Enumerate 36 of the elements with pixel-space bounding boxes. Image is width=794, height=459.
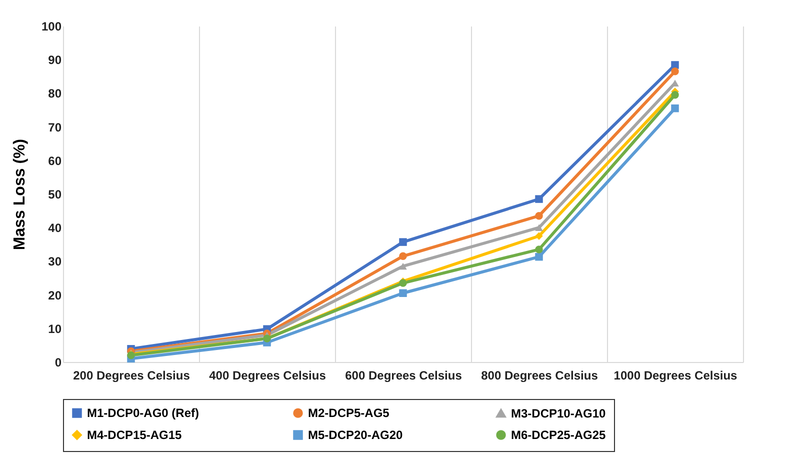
point bbox=[399, 289, 407, 297]
point bbox=[671, 67, 679, 76]
point bbox=[399, 238, 407, 246]
y-tick-label: 60 bbox=[48, 154, 62, 168]
y-tick-label: 10 bbox=[48, 322, 62, 336]
legend-label: M4-DCP15-AG15 bbox=[87, 428, 182, 442]
point bbox=[671, 91, 679, 99]
point bbox=[535, 232, 543, 240]
legend-label: M3-DCP10-AG10 bbox=[511, 406, 606, 420]
x-tick-label: 1000 Degrees Celsius bbox=[614, 368, 738, 382]
point bbox=[671, 104, 679, 112]
y-tick-label: 80 bbox=[48, 86, 62, 101]
y-tick-label: 90 bbox=[48, 53, 62, 68]
point bbox=[399, 252, 407, 260]
legend-label: M1-DCP0-AG0 (Ref) bbox=[87, 406, 200, 420]
point bbox=[535, 195, 543, 203]
y-tick-label: 20 bbox=[48, 288, 62, 302]
x-tick-label: 800 Degrees Celsius bbox=[481, 368, 598, 382]
point bbox=[399, 262, 407, 270]
point bbox=[535, 246, 543, 254]
y-tick-label: 70 bbox=[48, 120, 62, 134]
legend-label: M6-DCP25-AG25 bbox=[511, 428, 606, 442]
x-tick-label: 200 Degrees Celsius bbox=[73, 368, 190, 382]
legend-label: M2-DCP5-AG5 bbox=[308, 406, 390, 420]
x-tick-label: 600 Degrees Celsius bbox=[345, 368, 462, 382]
y-tick-label: 40 bbox=[48, 221, 62, 236]
y-tick-label: 30 bbox=[48, 254, 62, 269]
point bbox=[535, 224, 543, 231]
x-tick-label: 400 Degrees Celsius bbox=[209, 368, 326, 382]
y-tick-label: 0 bbox=[54, 356, 62, 370]
legend-label: M5-DCP20-AG20 bbox=[308, 428, 404, 442]
y-tick-label: 100 bbox=[41, 20, 62, 34]
y-tick-label: 50 bbox=[48, 188, 62, 202]
point bbox=[535, 252, 543, 261]
y-axis-title: Mass Loss (%) bbox=[11, 138, 28, 250]
point bbox=[535, 212, 543, 220]
